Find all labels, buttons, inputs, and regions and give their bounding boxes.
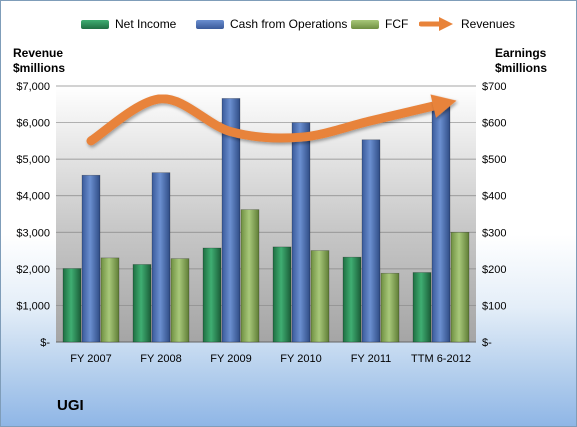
bar-net-income bbox=[272, 246, 292, 343]
bar-cash-from-operations bbox=[81, 174, 101, 343]
x-tick-label: FY 2008 bbox=[140, 353, 181, 365]
left-tick-label: $5,000 bbox=[16, 154, 50, 166]
legend-label-fcf: FCF bbox=[385, 17, 409, 31]
left-tick-label: $7,000 bbox=[16, 81, 50, 93]
legend-swatch-fcf bbox=[351, 19, 379, 29]
right-tick-label: $300 bbox=[482, 227, 506, 239]
revenues-arrowhead bbox=[430, 94, 457, 118]
right-tick-label: $600 bbox=[482, 118, 506, 130]
left-tick-label: $4,000 bbox=[16, 191, 50, 203]
bar-cash-from-operations bbox=[221, 98, 241, 343]
left-tick-label: $1,000 bbox=[16, 300, 50, 312]
legend-item-cash-from-operations: Cash from Operations bbox=[196, 15, 347, 33]
right-tick-label: $- bbox=[482, 337, 492, 349]
bar-fcf bbox=[170, 258, 190, 343]
left-axis-title-line2: $millions bbox=[13, 61, 66, 75]
left-tick-label: $6,000 bbox=[16, 118, 50, 130]
left-axis-title: Revenue $millions bbox=[13, 46, 65, 76]
right-axis-title-line1: Earnings bbox=[495, 46, 547, 60]
bar-fcf bbox=[380, 272, 400, 343]
bar-fcf bbox=[240, 209, 260, 343]
legend-item-net-income: Net Income bbox=[81, 15, 176, 33]
left-tick-label: $2,000 bbox=[16, 264, 50, 276]
right-tick-label: $100 bbox=[482, 300, 506, 312]
x-tick-label: FY 2009 bbox=[210, 353, 251, 365]
bar-cash-from-operations bbox=[291, 122, 311, 343]
legend-swatch-net-income bbox=[81, 19, 109, 29]
right-tick-label: $500 bbox=[482, 154, 506, 166]
bar-fcf bbox=[450, 231, 470, 343]
bar-cash-from-operations bbox=[431, 102, 451, 343]
right-axis-title-line2: $millions bbox=[495, 61, 548, 75]
bar-cash-from-operations bbox=[361, 139, 381, 343]
bar-net-income bbox=[62, 268, 82, 343]
legend-item-fcf: FCF bbox=[351, 15, 408, 33]
left-tick-label: $- bbox=[40, 337, 50, 349]
legend-item-revenues: Revenues bbox=[419, 15, 515, 33]
right-axis-title: Earnings $millions bbox=[495, 46, 547, 76]
x-tick-label: FY 2007 bbox=[70, 353, 111, 365]
legend-label-cash-from-operations: Cash from Operations bbox=[230, 17, 348, 31]
bar-cash-from-operations bbox=[151, 172, 171, 343]
x-tick-label: FY 2010 bbox=[280, 353, 321, 365]
legend-label-revenues: Revenues bbox=[461, 17, 516, 31]
x-tick-label: FY 2011 bbox=[351, 353, 392, 365]
bar-net-income bbox=[202, 247, 222, 343]
left-tick-label: $3,000 bbox=[16, 227, 50, 239]
legend-arrow-icon bbox=[419, 17, 453, 31]
right-tick-label: $200 bbox=[482, 264, 506, 276]
company-name: UGI bbox=[57, 397, 84, 414]
bar-fcf bbox=[310, 250, 330, 343]
x-tick-label: TTM 6-2012 bbox=[411, 353, 471, 365]
plot-area bbox=[56, 86, 476, 342]
bar-net-income bbox=[342, 256, 362, 343]
bar-fcf bbox=[100, 257, 120, 343]
legend-label-net-income: Net Income bbox=[115, 17, 177, 31]
right-tick-label: $700 bbox=[482, 81, 506, 93]
left-axis-title-line1: Revenue bbox=[13, 46, 64, 60]
revenues-line bbox=[86, 94, 446, 146]
legend-swatch-cash-from-operations bbox=[196, 19, 224, 29]
bar-net-income bbox=[132, 264, 152, 343]
right-tick-label: $400 bbox=[482, 191, 506, 203]
bar-net-income bbox=[412, 272, 432, 343]
